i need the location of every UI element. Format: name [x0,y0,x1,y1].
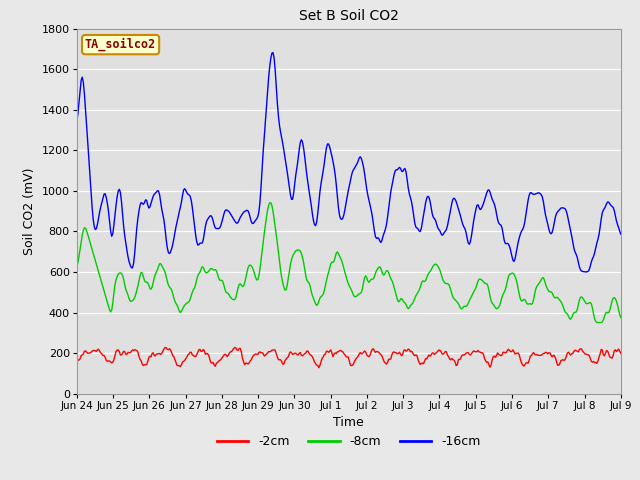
Text: TA_soilco2: TA_soilco2 [85,38,156,51]
X-axis label: Time: Time [333,416,364,429]
Y-axis label: Soil CO2 (mV): Soil CO2 (mV) [23,168,36,255]
Title: Set B Soil CO2: Set B Soil CO2 [299,10,399,24]
Legend: -2cm, -8cm, -16cm: -2cm, -8cm, -16cm [212,430,486,453]
